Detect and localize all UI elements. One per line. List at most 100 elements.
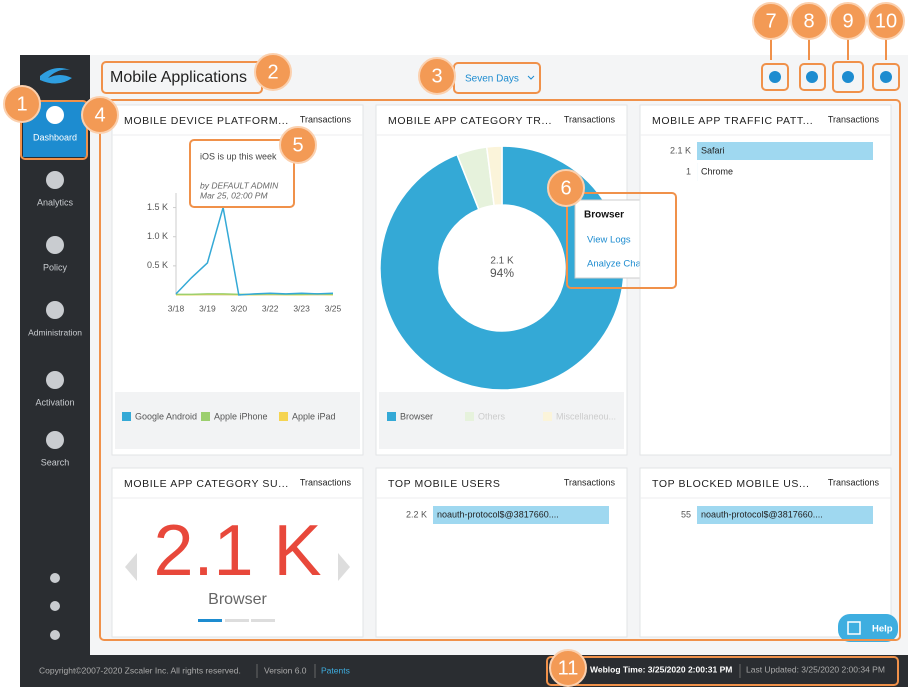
panel-metric[interactable]: Transactions [300, 114, 352, 124]
toolbar-icon[interactable] [842, 71, 854, 83]
callout-number: 10 [875, 10, 897, 32]
y-tick-label: 0.5 K [147, 260, 168, 270]
util-icon [50, 573, 60, 583]
callout-number: 4 [94, 104, 105, 126]
panel-metric[interactable]: Transactions [564, 477, 616, 487]
bar-category-label: noauth-protocol$@3817660.... [701, 509, 823, 519]
callout-box [761, 63, 789, 91]
legend-swatch [543, 412, 552, 421]
bar[interactable] [697, 142, 873, 160]
series-line [175, 207, 334, 296]
callout-badge [752, 2, 790, 40]
callout-number: 9 [842, 10, 853, 32]
x-tick-label: 3/22 [262, 303, 279, 313]
footer [20, 655, 908, 687]
panel-metric[interactable]: Transactions [828, 477, 880, 487]
legend-swatch [465, 412, 474, 421]
toolbar-icon[interactable] [806, 71, 818, 83]
prev-arrow[interactable] [125, 553, 137, 581]
panel-title: MOBILE APP TRAFFIC PATT... [652, 115, 813, 127]
annotation-author: by DEFAULT ADMIN [200, 180, 279, 190]
help-button[interactable] [838, 614, 898, 642]
callout-box [799, 63, 826, 91]
next-arrow[interactable] [338, 553, 350, 581]
nav-icon [46, 371, 64, 389]
legend-label: Miscellaneou... [556, 411, 616, 421]
util-icon [50, 630, 60, 640]
panel [639, 104, 892, 456]
tooltip-title: Browser [584, 210, 624, 221]
tooltip-action[interactable]: Analyze Chart [587, 259, 647, 270]
legend-label: Google Android [135, 411, 197, 421]
callout-box [99, 99, 901, 641]
legend-swatch [279, 412, 288, 421]
callout-box [189, 139, 295, 208]
legend-area [379, 392, 624, 449]
nav-icon [46, 301, 64, 319]
nav-label[interactable]: Policy [43, 262, 68, 272]
copyright: Copyright©2007-2020 Zscaler Inc. All rig… [39, 665, 241, 675]
callout-number: 5 [292, 134, 303, 156]
bar-value-label: 1 [686, 166, 691, 176]
callout-badge [867, 2, 905, 40]
legend-label: Browser [400, 411, 433, 421]
pager-dot[interactable] [225, 619, 249, 622]
legend-label: Others [478, 411, 506, 421]
panel-metric[interactable]: Transactions [300, 477, 352, 487]
donut-center-label: 2.1 K [490, 256, 514, 267]
callout-badge [254, 53, 292, 91]
panel-title: MOBILE APP CATEGORY SU... [124, 478, 289, 490]
summary-category: Browser [208, 591, 267, 608]
callout-badge [829, 2, 867, 40]
panel-title: MOBILE APP CATEGORY TR... [388, 115, 552, 127]
toolbar-icon[interactable] [769, 71, 781, 83]
callout-badge [81, 96, 119, 134]
donut-slice[interactable] [485, 145, 503, 207]
panel [111, 467, 364, 638]
panel-metric[interactable]: Transactions [828, 114, 880, 124]
nav-label[interactable]: Activation [35, 397, 74, 407]
x-tick-label: 3/25 [325, 303, 342, 313]
range-dropdown[interactable]: Seven Days [465, 74, 519, 85]
bar-value-label: 2.2 K [406, 509, 427, 519]
nav-label[interactable]: Search [41, 457, 70, 467]
callout-number: 1 [16, 93, 27, 115]
nav-label[interactable]: Analytics [37, 197, 74, 207]
x-tick-label: 3/20 [231, 303, 248, 313]
callout-box [872, 63, 900, 91]
callout-badge [3, 85, 41, 123]
version: Version 6.0 [264, 665, 307, 675]
last-updated: Last Updated: 3/25/2020 2:00:34 PM [746, 664, 885, 674]
panel-title: TOP BLOCKED MOBILE US... [652, 478, 810, 490]
callout-box [566, 192, 677, 289]
panel-metric[interactable]: Transactions [564, 114, 616, 124]
help-label[interactable]: Help [872, 624, 893, 635]
callout-badge [547, 169, 585, 207]
pager-dot[interactable] [198, 619, 222, 622]
callout-box [20, 100, 88, 160]
donut-slice[interactable] [379, 145, 625, 391]
callout-badge [790, 2, 828, 40]
y-tick-label: 1.5 K [147, 202, 168, 212]
patents-link[interactable]: Patents [321, 665, 350, 675]
panel-title: MOBILE DEVICE PLATFORM... [124, 115, 289, 127]
x-tick-label: 3/19 [199, 303, 216, 313]
annotation-text: iOS is up this week [200, 151, 277, 161]
nav-label[interactable]: Dashboard [33, 132, 77, 142]
bar[interactable] [697, 506, 873, 524]
nav-icon [46, 106, 64, 124]
bar[interactable] [433, 506, 609, 524]
toolbar-icon[interactable] [880, 71, 892, 83]
callout-number: 11 [558, 657, 579, 679]
panel-title: TOP MOBILE USERS [388, 478, 501, 490]
page-title: Mobile Applications [110, 69, 247, 86]
pager-dot[interactable] [251, 619, 275, 622]
panel [639, 467, 892, 638]
legend-swatch [387, 412, 396, 421]
nav-label[interactable]: Administration [28, 327, 82, 337]
legend-swatch [122, 412, 131, 421]
legend-label: Apple iPhone [214, 411, 268, 421]
util-icon [50, 601, 60, 611]
tooltip-action[interactable]: View Logs [587, 235, 631, 246]
